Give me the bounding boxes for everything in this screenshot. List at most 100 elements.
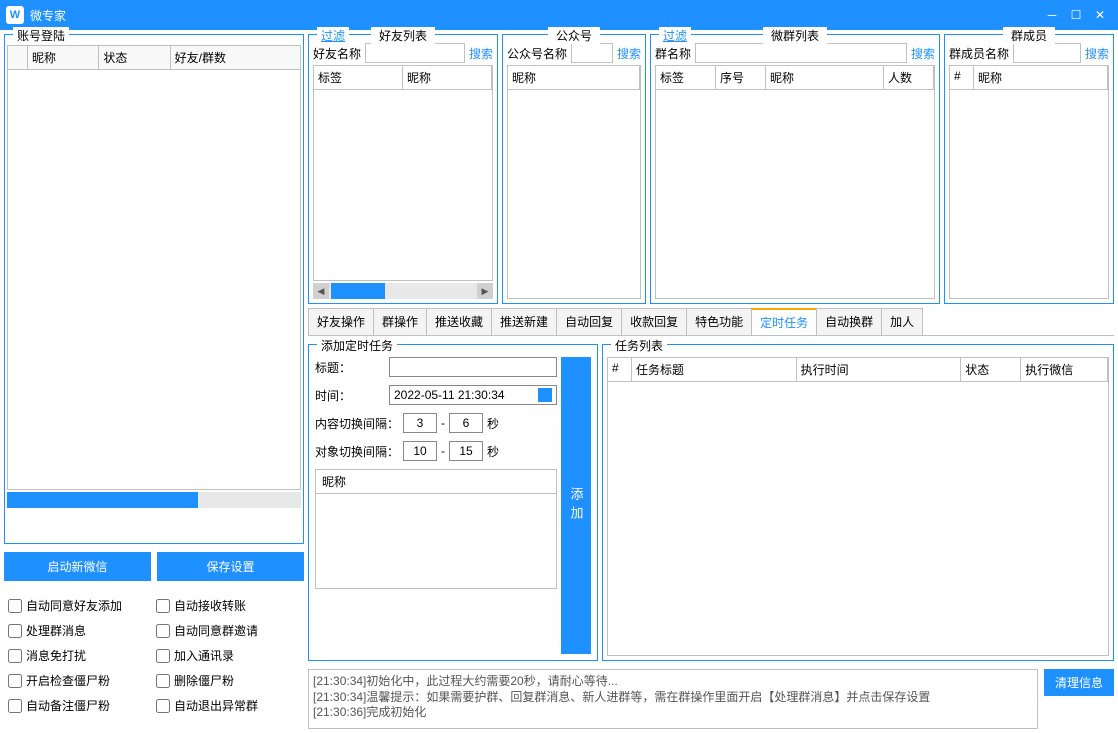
public-panel: 公众号 公众号名称 搜索 昵称 [502,34,646,304]
task-list-title: 任务列表 [611,337,667,354]
target-interval-label: 对象切换间隔： [315,443,399,460]
friend-filter-link[interactable]: 过滤 [317,27,349,44]
check-handle-group-msg[interactable]: 处理群消息 [8,622,152,639]
task-nick-table: 昵称 [315,469,557,589]
check-auto-accept-friend[interactable]: 自动同意好友添加 [8,597,152,614]
col-nickname: 昵称 [28,46,99,70]
check-delete-zombie[interactable]: 删除僵尸粉 [156,672,300,689]
tab-好友操作[interactable]: 好友操作 [308,308,374,335]
group-search-label: 群名称 [655,45,691,62]
friend-table-body [314,90,492,280]
add-task-panel: 添加定时任务 标题： 时间： 2022-05-11 21:30:34 [308,344,598,661]
check-auto-accept-group-invite[interactable]: 自动同意群邀请 [156,622,300,639]
member-table-body [950,90,1108,298]
public-search-label: 公众号名称 [507,45,567,62]
titlebar: W 微专家 ─ ☐ ✕ [0,0,1118,30]
settings-checkboxes: 自动同意好友添加 自动接收转账 处理群消息 自动同意群邀请 消息免打扰 加入通讯… [4,593,304,718]
tab-群操作[interactable]: 群操作 [373,308,427,335]
public-panel-title: 公众号 [548,27,600,44]
task-title-input[interactable] [389,357,557,377]
task-datetime-picker[interactable]: 2022-05-11 21:30:34 [389,385,557,405]
add-task-title: 添加定时任务 [317,337,397,354]
tab-推送收藏[interactable]: 推送收藏 [426,308,492,335]
friend-search-label: 好友名称 [313,45,361,62]
friend-scrollbar[interactable]: ◀▶ [313,283,493,299]
member-col-idx: # [950,66,974,89]
account-panel-title: 账号登陆 [13,27,69,44]
check-msg-no-disturb[interactable]: 消息免打扰 [8,647,152,664]
check-auto-collect-transfer[interactable]: 自动接收转账 [156,597,300,614]
tl-col-time: 执行时间 [797,358,962,381]
content-min-input[interactable] [403,413,437,433]
group-search-button[interactable]: 搜索 [911,45,935,62]
friend-search-button[interactable]: 搜索 [469,45,493,62]
clear-log-button[interactable]: 清理信息 [1044,669,1114,696]
check-zombie[interactable]: 开启检查僵尸粉 [8,672,152,689]
public-search-input[interactable] [571,43,613,63]
col-count: 好友/群数 [170,46,300,70]
task-list-panel: 任务列表 # 任务标题 执行时间 状态 执行微信 [602,344,1114,661]
account-panel: 账号登陆 昵称 状态 好友/群数 [4,34,304,544]
save-settings-button[interactable]: 保存设置 [157,552,304,581]
friend-col-nick: 昵称 [403,66,492,89]
member-search-input[interactable] [1013,43,1081,63]
friend-col-tag: 标签 [314,66,403,89]
minimize-button[interactable]: ─ [1040,3,1064,27]
group-filter-link[interactable]: 过滤 [659,27,691,44]
task-nick-col: 昵称 [316,470,556,494]
tab-加人[interactable]: 加人 [881,308,923,335]
public-search-button[interactable]: 搜索 [617,45,641,62]
col-status: 状态 [99,46,170,70]
calendar-icon [538,388,552,402]
group-col-count: 人数 [884,66,934,89]
target-max-input[interactable] [449,441,483,461]
content-interval-label: 内容切换间隔： [315,415,399,432]
app-logo-icon: W [6,6,24,24]
check-auto-leave-abnormal[interactable]: 自动退出异常群 [156,697,300,714]
account-scrollbar[interactable] [7,492,301,508]
member-panel-title: 群成员 [1003,27,1055,44]
public-table-body [508,90,640,298]
group-col-nick: 昵称 [766,66,884,89]
friend-search-input[interactable] [365,43,465,63]
content-max-input[interactable] [449,413,483,433]
group-search-input[interactable] [695,43,907,63]
target-min-input[interactable] [403,441,437,461]
tl-col-wechat: 执行微信 [1021,358,1108,381]
task-list-body [608,382,1108,655]
group-panel-title: 微群列表 [763,27,827,44]
tl-col-title: 任务标题 [632,358,797,381]
close-button[interactable]: ✕ [1088,3,1112,27]
check-auto-remark-zombie[interactable]: 自动备注僵尸粉 [8,697,152,714]
start-wechat-button[interactable]: 启动新微信 [4,552,151,581]
account-table-body [7,70,301,490]
friend-list-panel: 过滤 好友列表 好友名称 搜索 标签 昵称 [308,34,498,304]
group-col-seq: 序号 [716,66,766,89]
task-time-label: 时间： [315,387,385,404]
group-panel: 过滤 微群列表 群名称 搜索 标签 序号 昵称 人数 [650,34,940,304]
member-panel: 群成员 群成员名称 搜索 # 昵称 [944,34,1114,304]
check-add-contacts[interactable]: 加入通讯录 [156,647,300,664]
member-search-label: 群成员名称 [949,45,1009,62]
main-tabs: 好友操作群操作推送收藏推送新建自动回复收款回复特色功能定时任务自动换群加人 [308,308,1114,336]
public-col-nick: 昵称 [508,66,640,89]
account-table: 昵称 状态 好友/群数 [7,45,301,70]
add-task-button[interactable]: 添加 [561,357,591,654]
task-title-label: 标题： [315,359,385,376]
tab-特色功能[interactable]: 特色功能 [686,308,752,335]
app-title: 微专家 [30,7,1040,24]
tab-自动回复[interactable]: 自动回复 [556,308,622,335]
tab-收款回复[interactable]: 收款回复 [621,308,687,335]
tl-col-status: 状态 [961,358,1021,381]
tab-定时任务[interactable]: 定时任务 [751,308,817,335]
friend-panel-title: 好友列表 [371,27,435,44]
maximize-button[interactable]: ☐ [1064,3,1088,27]
member-search-button[interactable]: 搜索 [1085,45,1109,62]
group-col-tag: 标签 [656,66,716,89]
group-table-body [656,90,934,298]
tab-推送新建[interactable]: 推送新建 [491,308,557,335]
log-box: [21:30:34]初始化中，此过程大约需要20秒，请耐心等待...[21:30… [308,669,1038,729]
tab-自动换群[interactable]: 自动换群 [816,308,882,335]
tl-col-idx: # [608,358,632,381]
member-col-nick: 昵称 [974,66,1108,89]
